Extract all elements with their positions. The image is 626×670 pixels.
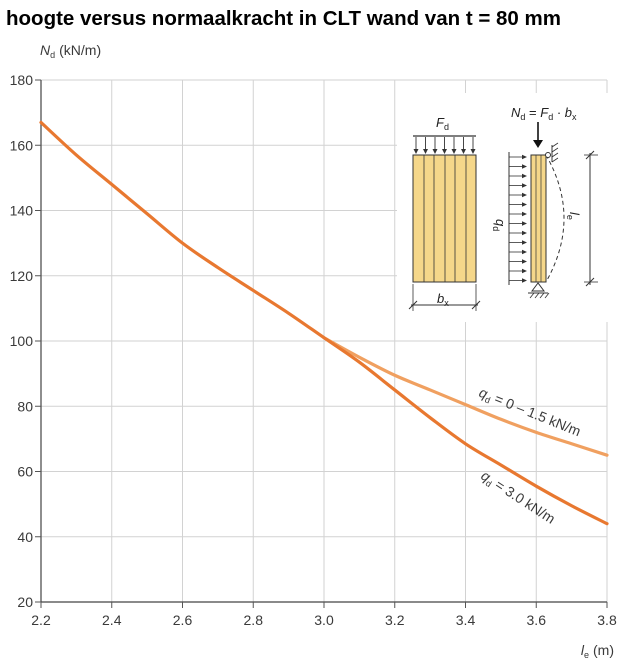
wall-section-buckling: Nd = Fd · bx qd xyxy=(491,105,598,299)
wall-section xyxy=(530,154,547,283)
y-tick-label: 160 xyxy=(10,137,34,153)
inset-diagram: Fd bx Nd = Fd · bx qd xyxy=(397,93,609,322)
length-label: le xyxy=(565,212,582,220)
y-axis-label: Nd (kN/m) xyxy=(40,42,101,60)
y-tick-label: 180 xyxy=(10,72,34,88)
buckling-shape xyxy=(545,154,565,283)
y-tick-label: 140 xyxy=(10,203,34,219)
x-tick-label: 2.8 xyxy=(244,612,264,628)
panel-lamella-lines xyxy=(423,155,467,282)
q-arrow-head xyxy=(522,278,527,283)
y-tick-label: 60 xyxy=(17,464,33,480)
q-arrow-head xyxy=(522,259,527,264)
force-formula: Nd = Fd · bx xyxy=(511,105,577,122)
load-arrow-head xyxy=(470,149,476,154)
load-arrows xyxy=(413,137,476,154)
y-tick-label: 100 xyxy=(10,333,34,349)
series-lines xyxy=(39,120,609,526)
load-arrow-head xyxy=(442,149,447,154)
q-arrow-head xyxy=(522,154,527,160)
y-tick-label: 120 xyxy=(10,268,34,284)
series-line-0 xyxy=(322,336,609,457)
wall-panel-elevation: Fd bx xyxy=(408,115,481,311)
x-tick-label: 3.2 xyxy=(385,612,405,628)
lateral-load-label: qd xyxy=(491,219,508,231)
x-tick-label: 3.6 xyxy=(527,612,547,628)
load-arrow-head xyxy=(423,149,428,154)
y-tick-label: 40 xyxy=(17,529,33,545)
x-tick-label: 3.8 xyxy=(597,612,617,628)
clt-panel xyxy=(412,154,477,283)
chart-title: hoogte versus normaalkracht in CLT wand … xyxy=(6,7,561,30)
x-tick-label: 3.4 xyxy=(456,612,476,628)
y-tick-label: 20 xyxy=(17,594,33,610)
width-label: bx xyxy=(437,291,449,308)
ticks: 2.2 2.4 2.6 2.8 3.0 3.2 3.4 3.6 3.8 20 40 60 80 100 12… xyxy=(10,72,617,628)
q-arrow-head xyxy=(522,221,527,226)
q-arrow-head xyxy=(522,268,527,274)
q-arrow-head xyxy=(522,249,527,255)
load-arrow-head xyxy=(432,149,438,154)
x-tick-label: 3.0 xyxy=(314,612,334,628)
load-label: Fd xyxy=(436,115,449,132)
q-arrow-head xyxy=(522,230,527,236)
x-tick-label: 2.6 xyxy=(173,612,193,628)
x-axis-label: le (m) xyxy=(581,642,614,660)
q-arrow-head xyxy=(522,202,527,207)
x-tick-label: 2.2 xyxy=(31,612,51,628)
q-arrow-head xyxy=(522,164,527,169)
series-line-1 xyxy=(39,120,609,526)
q-arrow-head xyxy=(522,173,527,179)
load-arrow-head xyxy=(461,149,466,154)
load-arrow-head xyxy=(451,149,457,154)
y-tick-label: 80 xyxy=(17,398,33,414)
load-arrow-head xyxy=(413,149,419,154)
bottom-support xyxy=(528,282,550,299)
q-arrow-head xyxy=(522,183,527,188)
top-support xyxy=(545,142,559,163)
x-tick-label: 2.4 xyxy=(102,612,122,628)
q-arrow-head xyxy=(522,192,527,198)
lateral-load-arrows xyxy=(509,154,527,283)
q-arrow-head xyxy=(522,211,527,217)
series-label-qd-0-1.5: qd = 0 – 1.5 kN/m xyxy=(476,384,583,441)
q-arrow-head xyxy=(522,240,527,245)
